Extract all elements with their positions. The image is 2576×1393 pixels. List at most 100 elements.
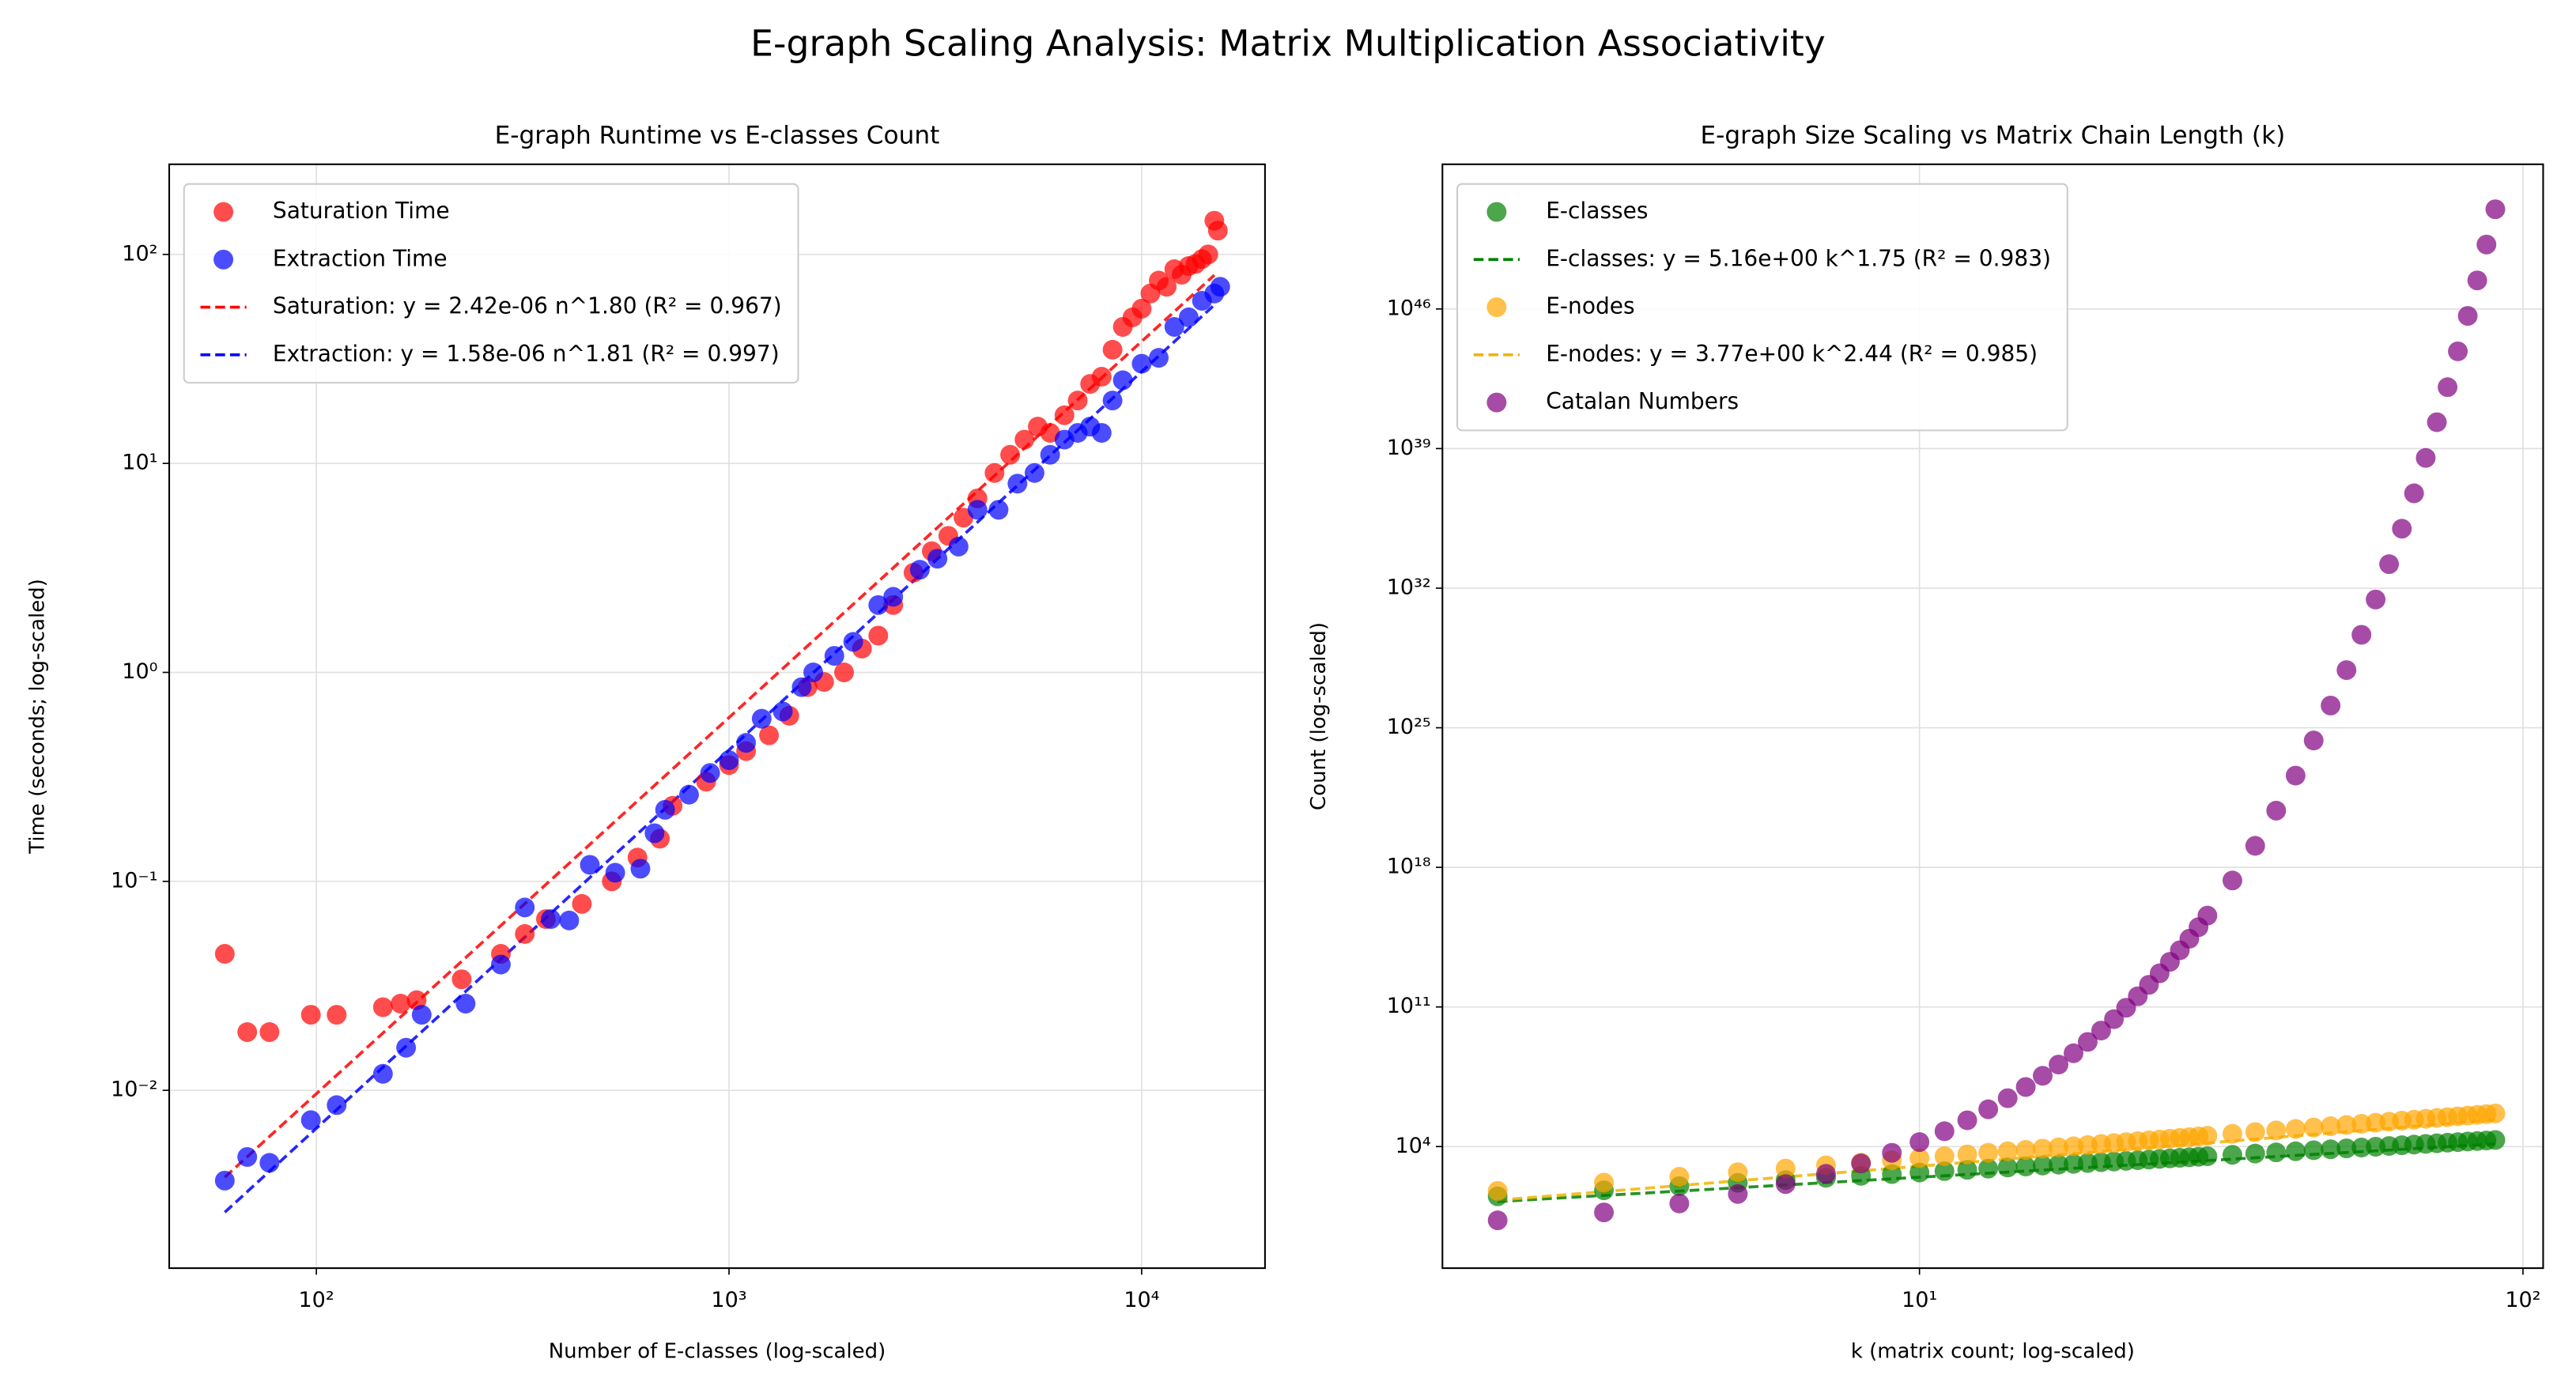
point xyxy=(1815,1164,1836,1184)
legend-marker xyxy=(1486,392,1507,413)
point xyxy=(2049,1055,2069,1074)
point xyxy=(1198,244,1218,265)
point xyxy=(2321,1139,2341,1160)
point xyxy=(2015,1140,2036,1160)
point xyxy=(1934,1121,1955,1142)
point xyxy=(736,733,757,753)
point xyxy=(300,1110,321,1131)
legend-label: E-nodes: y = 3.77e+00 k^2.44 (R² = 0.985… xyxy=(1546,341,2038,367)
point xyxy=(1487,1210,1508,1231)
point xyxy=(515,897,535,918)
point xyxy=(1957,1110,1977,1131)
point xyxy=(834,663,854,682)
point xyxy=(1067,391,1088,411)
point xyxy=(2032,1155,2053,1176)
point xyxy=(2245,1122,2265,1142)
point xyxy=(572,893,592,914)
x-tick-label: 10² xyxy=(299,1288,334,1312)
point xyxy=(1102,339,1123,360)
point xyxy=(2303,1140,2324,1161)
point xyxy=(1000,444,1021,465)
legend-marker xyxy=(213,202,234,222)
point xyxy=(2266,1120,2287,1141)
legend-frame xyxy=(1456,183,2068,432)
point xyxy=(327,1095,347,1116)
point xyxy=(2467,270,2487,291)
point xyxy=(2427,412,2447,432)
point xyxy=(515,923,535,944)
point xyxy=(1957,1160,1977,1180)
point xyxy=(700,763,720,783)
x-tick-label: 10⁴ xyxy=(1124,1288,1159,1312)
point xyxy=(1978,1158,1999,1179)
point xyxy=(2049,1137,2069,1157)
point xyxy=(1131,353,1152,374)
point xyxy=(2392,519,2412,539)
axes-title: E-graph Runtime vs E-classes Count xyxy=(495,121,940,149)
point xyxy=(1112,370,1133,391)
plot-area xyxy=(214,210,1230,1214)
point xyxy=(2285,1119,2306,1139)
point xyxy=(2015,1077,2036,1097)
point xyxy=(2457,306,2478,327)
point xyxy=(984,462,1005,483)
y-tick-label: 10⁴ xyxy=(1396,1134,1431,1158)
point xyxy=(2336,1115,2357,1135)
point xyxy=(1054,405,1075,425)
point xyxy=(1024,462,1044,483)
point xyxy=(759,725,780,746)
axes-frame xyxy=(1441,163,2544,1270)
point xyxy=(1091,423,1112,443)
point xyxy=(2222,1123,2242,1144)
point xyxy=(2448,341,2468,361)
plot-area xyxy=(1487,199,2506,1231)
point xyxy=(2476,234,2497,255)
point xyxy=(259,1022,280,1042)
point xyxy=(927,549,948,569)
point xyxy=(2064,1136,2083,1157)
point xyxy=(1207,221,1228,241)
point xyxy=(2485,1103,2506,1123)
legend-marker xyxy=(213,249,234,270)
y-tick-label: 10²⁵ xyxy=(1387,715,1431,739)
point xyxy=(559,910,580,931)
legend-label: Extraction: y = 1.58e-06 n^1.81 (R² = 0.… xyxy=(273,341,780,367)
point xyxy=(1594,1202,1615,1223)
legend: E-classes E-classes: y = 5.16e+00 k^1.75 … xyxy=(1456,183,2068,432)
point xyxy=(2245,1143,2265,1164)
y-tick-label: 10⁰ xyxy=(122,659,157,684)
legend-marker xyxy=(1486,297,1507,318)
y-tick-label: 10¹⁸ xyxy=(1387,855,1431,879)
point xyxy=(2404,483,2424,504)
point xyxy=(1669,1193,1690,1214)
point xyxy=(396,1037,417,1058)
axes: E-graph Size Scaling vs Matrix Chain Len… xyxy=(1307,121,2544,1364)
point xyxy=(2222,870,2242,891)
point xyxy=(2303,730,2324,751)
point xyxy=(237,1146,258,1167)
y-tick-label: 10¹¹ xyxy=(1387,994,1431,1018)
point xyxy=(214,1170,235,1191)
point xyxy=(2091,1021,2111,1041)
point xyxy=(1934,1161,1955,1181)
point xyxy=(2321,1116,2341,1136)
point xyxy=(772,701,793,722)
point xyxy=(1997,1088,2018,1108)
point xyxy=(1882,1164,1902,1184)
y-tick-label: 10⁴⁶ xyxy=(1387,296,1431,320)
point xyxy=(719,750,739,771)
axes: E-graph Runtime vs E-classes Count Number… xyxy=(25,121,1266,1364)
point xyxy=(630,859,651,879)
point xyxy=(2197,905,2218,926)
y-tick-label: 10² xyxy=(122,241,157,266)
point xyxy=(2285,1141,2306,1161)
point xyxy=(2015,1157,2036,1176)
point xyxy=(2032,1138,2053,1159)
point xyxy=(300,1005,321,1025)
point xyxy=(1978,1099,1999,1119)
point xyxy=(1040,444,1060,465)
point xyxy=(451,969,472,990)
point xyxy=(1851,1153,1872,1174)
point xyxy=(1909,1148,1930,1168)
